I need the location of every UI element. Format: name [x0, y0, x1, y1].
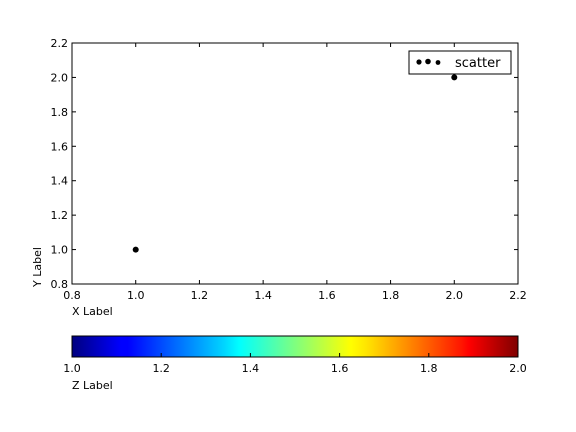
x-tick-label: 2.2 [509, 289, 527, 302]
y-tick-label: 1.4 [51, 175, 69, 188]
legend-marker [416, 59, 422, 65]
scatter-point [451, 74, 458, 81]
legend-label: scatter [455, 56, 501, 71]
x-tick-label: 2.0 [446, 289, 464, 302]
x-axis-ticks: 0.8 1.0 1.2 1.4 1.6 1.8 2.0 2.2 [63, 43, 527, 302]
y-axis-ticks: 0.8 1.0 1.2 1.4 1.6 1.8 2.0 2.2 [51, 37, 518, 291]
legend-marker [435, 60, 441, 65]
y-tick-label: 2.0 [51, 71, 69, 84]
y-tick-label: 1.2 [51, 209, 69, 222]
colorbar-tick-label: 1.8 [420, 362, 438, 375]
x-tick-label: 1.8 [382, 289, 400, 302]
x-axis-label: X Label [72, 305, 113, 318]
y-axis-label: Y Label [31, 247, 44, 288]
plot-area [72, 43, 518, 284]
plot-frame [71, 42, 519, 285]
colorbar-gradient [71, 335, 519, 358]
y-tick-label: 0.8 [51, 278, 69, 291]
y-tick-label: 2.2 [51, 37, 69, 50]
y-tick-label: 1.8 [51, 106, 69, 119]
colorbar-tick-label: 1.2 [152, 362, 170, 375]
colorbar-tick-label: 1.6 [331, 362, 349, 375]
y-tick-label: 1.0 [51, 244, 69, 257]
colorbar-tick-label: 1.0 [63, 362, 81, 375]
x-tick-label: 1.0 [127, 289, 145, 302]
legend-frame [408, 50, 512, 75]
colorbar-tick-label: 2.0 [509, 362, 527, 375]
colorbar-ticks: 1.0 1.2 1.4 1.6 1.8 2.0 [63, 353, 527, 375]
colorbar-tick-label: 1.4 [242, 362, 260, 375]
legend-marker [425, 58, 431, 65]
x-tick-label: 1.6 [318, 289, 336, 302]
colorbar: 1.0 1.2 1.4 1.6 1.8 2.0 Z Label [63, 335, 527, 392]
x-tick-label: 0.8 [63, 289, 81, 302]
x-tick-label: 1.2 [191, 289, 209, 302]
colorbar-label: Z Label [72, 379, 113, 392]
scatter-point [132, 246, 139, 253]
x-tick-label: 1.4 [254, 289, 272, 302]
scatter-points [132, 74, 458, 253]
legend: scatter [408, 50, 512, 75]
y-tick-label: 1.6 [51, 140, 69, 153]
